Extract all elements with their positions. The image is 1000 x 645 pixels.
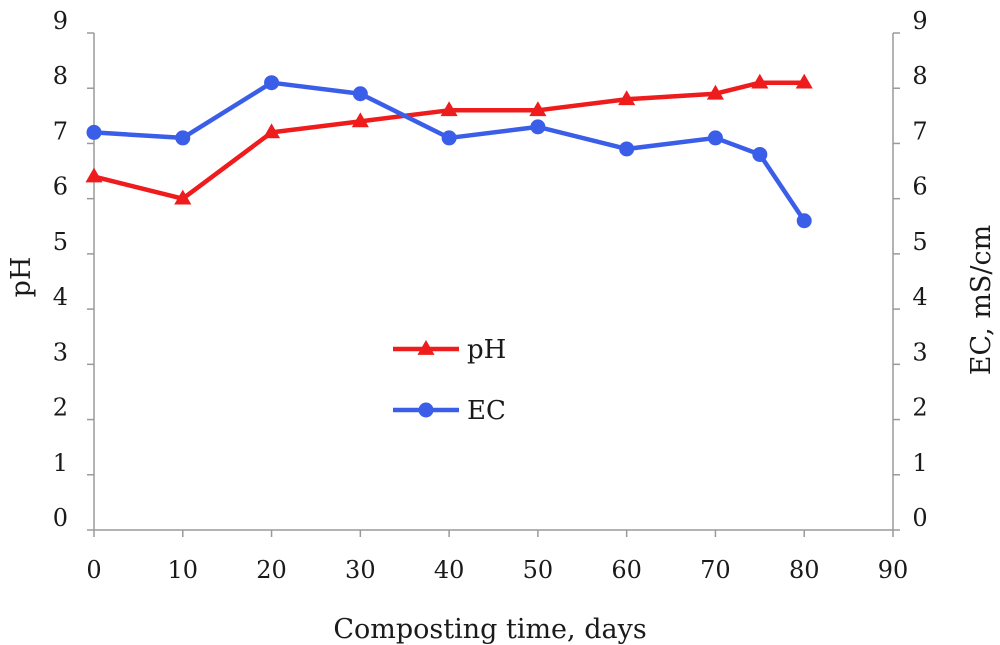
legend: pH EC xyxy=(393,335,506,426)
left-y-tick-label: 8 xyxy=(53,62,68,90)
left-y-tick-label: 5 xyxy=(53,228,68,256)
data-point-ec xyxy=(264,75,280,91)
right-y-tick-label: 2 xyxy=(912,394,927,422)
data-point-ec xyxy=(619,141,635,157)
x-tick-label: 40 xyxy=(434,556,465,584)
left-y-tick-label: 7 xyxy=(53,117,68,145)
data-point-ph xyxy=(706,84,724,100)
x-tick-label: 0 xyxy=(86,556,101,584)
right-y-tick-label: 7 xyxy=(912,117,927,145)
right-y-tick-label: 6 xyxy=(912,173,927,201)
data-point-ph xyxy=(174,189,192,205)
data-point-ph xyxy=(529,101,547,117)
legend-marker-ph xyxy=(417,340,435,355)
left-y-tick-label: 6 xyxy=(53,173,68,201)
legend-item-ph: pH xyxy=(393,335,506,365)
data-point-ec xyxy=(530,119,546,135)
series-layer xyxy=(85,73,813,229)
data-point-ph xyxy=(85,167,103,183)
data-point-ph xyxy=(618,90,636,106)
left-y-tick-label: 9 xyxy=(53,7,68,35)
data-point-ec xyxy=(352,86,368,102)
data-point-ph xyxy=(795,73,813,89)
series-line-ph xyxy=(93,80,805,201)
data-point-ph xyxy=(263,123,281,139)
plot-frame xyxy=(93,33,894,531)
legend-label-ec: EC xyxy=(467,396,506,426)
x-tick-label: 10 xyxy=(168,556,199,584)
x-tick-label: 90 xyxy=(878,556,909,584)
x-axis-title: Composting time, days xyxy=(333,614,646,645)
data-point-ec xyxy=(175,130,191,146)
right-y-axis-title: EC, mS/cm xyxy=(966,225,997,376)
left-y-tick-label: 3 xyxy=(53,338,68,366)
series-ph xyxy=(85,73,813,205)
data-point-ec xyxy=(752,146,768,162)
x-tick-label: 80 xyxy=(789,556,820,584)
data-point-ec xyxy=(707,130,723,146)
data-point-ec xyxy=(86,124,102,140)
right-y-tick-label: 0 xyxy=(912,504,927,532)
right-y-tick-label: 1 xyxy=(912,449,927,477)
x-axis-ticks: 0 10 20 30 40 50 60 70 80 90 xyxy=(86,530,908,584)
right-y-tick-label: 8 xyxy=(912,62,927,90)
legend-item-ec: EC xyxy=(393,396,506,426)
series-line-ec xyxy=(93,80,807,223)
x-tick-label: 60 xyxy=(611,556,642,584)
left-y-tick-label: 2 xyxy=(53,394,68,422)
left-y-axis-title: pH xyxy=(6,257,37,298)
right-y-tick-label: 9 xyxy=(912,7,927,35)
data-point-ec xyxy=(441,130,457,146)
data-point-ph xyxy=(440,101,458,117)
data-point-ec xyxy=(796,213,812,229)
left-y-tick-label: 4 xyxy=(53,283,68,311)
left-y-tick-label: 0 xyxy=(53,504,68,532)
x-tick-label: 30 xyxy=(345,556,376,584)
x-tick-label: 70 xyxy=(700,556,731,584)
data-point-ph xyxy=(751,73,769,89)
right-y-tick-label: 3 xyxy=(912,338,927,366)
right-y-tick-label: 4 xyxy=(912,283,927,311)
right-y-axis-ticks: 0 1 2 3 4 5 6 7 8 9 xyxy=(893,7,928,532)
x-tick-label: 50 xyxy=(523,556,554,584)
legend-marker-ec xyxy=(418,402,434,418)
series-ec xyxy=(86,75,812,229)
data-point-ph xyxy=(351,112,369,128)
legend-label-ph: pH xyxy=(467,335,506,365)
left-y-axis-ticks: 0 1 2 3 4 5 6 7 8 9 xyxy=(53,7,94,532)
right-y-tick-label: 5 xyxy=(912,228,927,256)
left-y-tick-label: 1 xyxy=(53,449,68,477)
x-tick-label: 20 xyxy=(256,556,287,584)
